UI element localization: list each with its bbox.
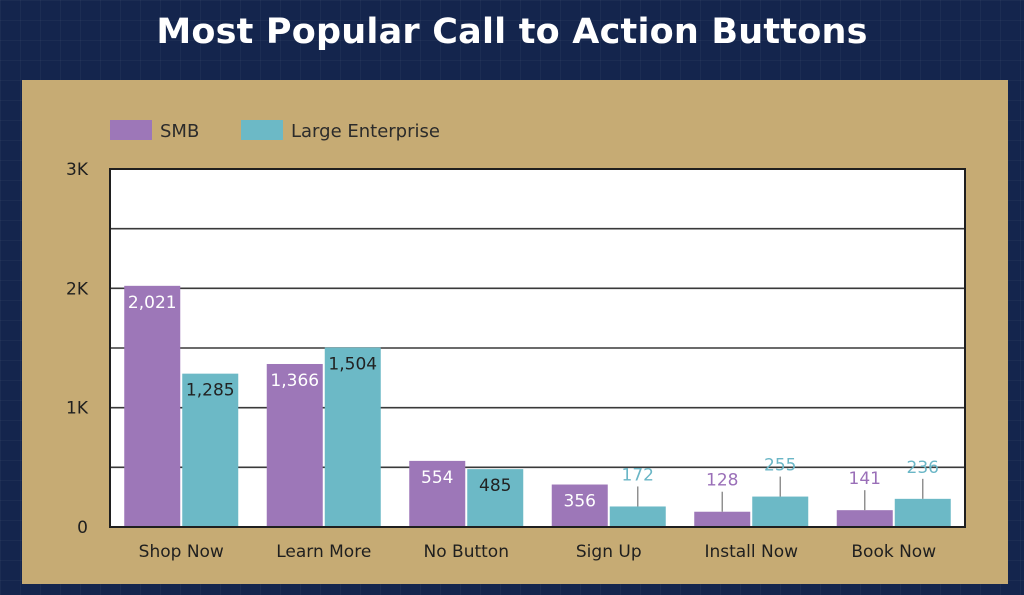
bar-large-enterprise	[609, 506, 666, 527]
bar-smb	[694, 511, 751, 527]
legend-label: Large Enterprise	[291, 121, 440, 142]
bar-large-enterprise	[324, 347, 381, 527]
y-tick-label: 0	[77, 518, 88, 538]
bar-large-enterprise	[894, 498, 951, 527]
x-category-label: Shop Now	[139, 542, 224, 562]
bar-smb	[836, 510, 893, 527]
data-label: 1,285	[186, 381, 235, 401]
x-category-label: Sign Up	[576, 542, 642, 562]
chart-title: Most Popular Call to Action Buttons	[156, 12, 868, 52]
bar-smb	[266, 363, 323, 527]
bar-large-enterprise	[752, 496, 809, 527]
data-label: 128	[706, 471, 738, 491]
x-category-label: Book Now	[851, 542, 936, 562]
plot-border	[109, 168, 966, 528]
data-label: 2,021	[128, 293, 177, 313]
data-label: 255	[764, 456, 796, 476]
x-category-label: Install Now	[704, 542, 798, 562]
data-label: 356	[564, 492, 596, 512]
data-label: 485	[479, 476, 511, 496]
data-label: 1,366	[270, 371, 319, 391]
bar-large-enterprise	[182, 373, 239, 527]
legend-swatch	[241, 120, 283, 140]
x-category-label: Learn More	[276, 542, 371, 562]
bar-large-enterprise	[467, 469, 524, 527]
legend-label: SMB	[160, 121, 199, 142]
data-label: 554	[421, 468, 453, 488]
data-label: 141	[849, 469, 881, 489]
data-label: 236	[907, 458, 939, 478]
data-label: 1,504	[328, 355, 377, 375]
y-tick-label: 2K	[66, 279, 89, 299]
legend-swatch	[110, 120, 152, 140]
x-category-label: No Button	[424, 542, 509, 562]
data-label: 172	[622, 465, 654, 485]
bar-smb	[409, 460, 466, 527]
y-tick-label: 1K	[66, 399, 89, 419]
bar-smb	[124, 285, 181, 527]
y-tick-label: 3K	[66, 160, 89, 180]
bar-smb	[551, 484, 608, 527]
